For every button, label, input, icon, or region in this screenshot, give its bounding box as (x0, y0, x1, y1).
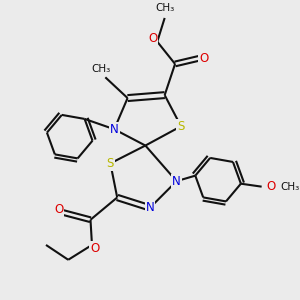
Text: O: O (148, 32, 158, 45)
Text: O: O (199, 52, 208, 64)
Text: CH₃: CH₃ (280, 182, 299, 192)
Text: CH₃: CH₃ (91, 64, 110, 74)
Text: N: N (172, 175, 181, 188)
Text: N: N (146, 201, 154, 214)
Text: CH₃: CH₃ (155, 4, 174, 14)
Text: O: O (54, 203, 63, 216)
Text: S: S (107, 157, 114, 170)
Text: O: O (90, 242, 100, 255)
Text: O: O (266, 180, 276, 193)
Text: S: S (177, 120, 185, 133)
Text: N: N (110, 123, 118, 136)
